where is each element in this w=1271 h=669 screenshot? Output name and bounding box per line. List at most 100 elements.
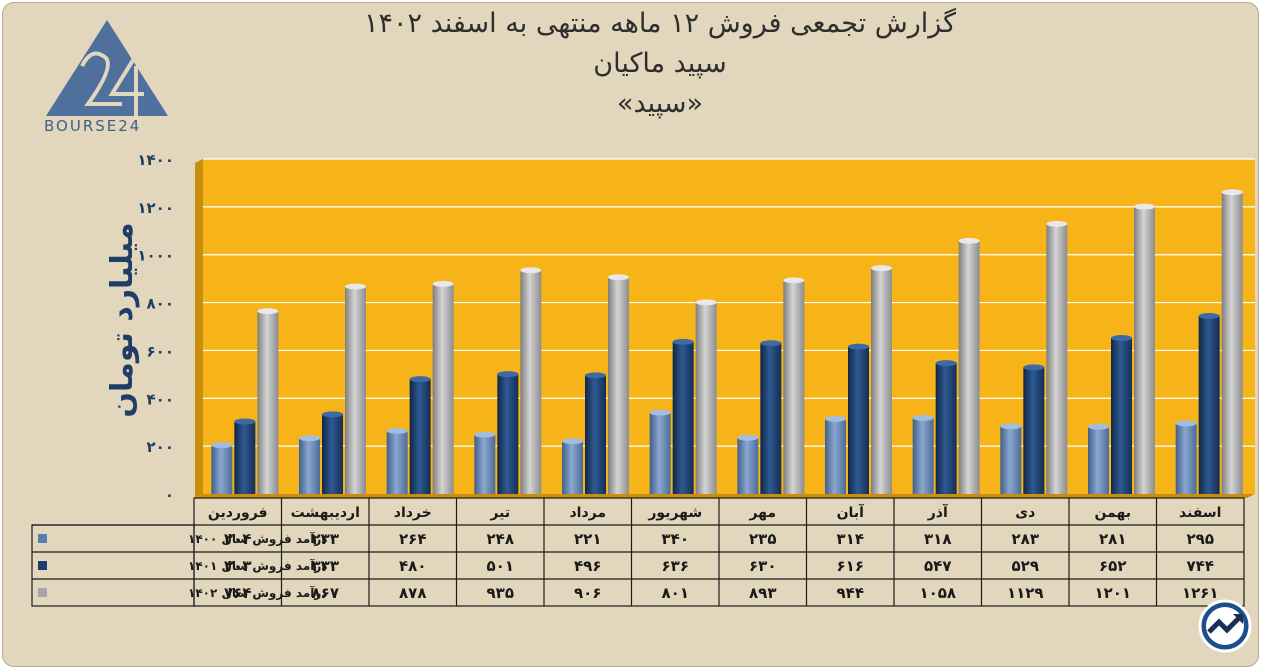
bar-1400-cap bbox=[649, 409, 671, 416]
category-label: بهمن bbox=[1095, 505, 1131, 521]
bar-1402 bbox=[783, 280, 805, 494]
bar-1401 bbox=[1023, 367, 1045, 494]
plot-side-wall bbox=[195, 159, 203, 498]
bar-1400 bbox=[737, 437, 759, 494]
bar-1402-cap bbox=[520, 267, 542, 274]
bar-1401-cap bbox=[409, 376, 431, 383]
data-label: ۵۲۹ bbox=[1012, 557, 1039, 575]
bar-1402 bbox=[257, 311, 279, 494]
data-label: ۴۸۰ bbox=[399, 557, 426, 575]
bourse24-logo-icon bbox=[46, 20, 168, 116]
bar-1400-cap bbox=[211, 442, 233, 449]
legend-column-border bbox=[31, 524, 195, 607]
bar-1401-cap bbox=[234, 418, 256, 425]
bar-1401-cap bbox=[497, 371, 519, 378]
bar-1402-cap bbox=[871, 265, 892, 272]
data-label: ۵۴۷ bbox=[924, 557, 951, 575]
data-label: ۱۱۲۹ bbox=[1007, 584, 1044, 602]
bar-1400-cap bbox=[386, 427, 408, 434]
bar-1400 bbox=[912, 417, 934, 494]
legend-swatch bbox=[38, 534, 47, 543]
bar-1400 bbox=[1088, 426, 1109, 494]
data-label: ۷۶۴ bbox=[224, 584, 251, 602]
data-label: ۱۲۶۱ bbox=[1182, 584, 1219, 602]
category-label: دی bbox=[1015, 505, 1035, 521]
bar-1402 bbox=[1134, 206, 1155, 494]
bar-1402-cap bbox=[1046, 220, 1068, 227]
legend-swatch bbox=[38, 561, 47, 570]
bar-1402-cap bbox=[958, 237, 980, 244]
data-label: ۸۰۱ bbox=[662, 584, 689, 602]
category-label: آبان bbox=[837, 503, 865, 521]
data-label: ۲۳۳ bbox=[312, 530, 339, 548]
data-label: ۳۱۴ bbox=[837, 530, 864, 548]
data-label: ۲۰۴ bbox=[224, 530, 251, 548]
bar-1401 bbox=[1111, 337, 1132, 494]
data-label: ۲۴۸ bbox=[487, 530, 514, 548]
bar-1402 bbox=[608, 277, 629, 494]
category-label: مرداد bbox=[569, 505, 606, 521]
category-label: فروردین bbox=[208, 505, 268, 521]
data-label: ۲۸۳ bbox=[1012, 530, 1039, 548]
data-label: ۳۱۸ bbox=[924, 530, 951, 548]
y-tick-label: ۱۲۰۰ bbox=[137, 199, 174, 217]
bar-1400 bbox=[299, 438, 320, 494]
bar-1402-cap bbox=[783, 277, 805, 284]
bar-1400-cap bbox=[825, 415, 846, 422]
bar-1401 bbox=[322, 414, 343, 494]
bar-1402 bbox=[432, 283, 454, 494]
bar-1402 bbox=[1046, 223, 1068, 494]
data-label: ۶۱۶ bbox=[837, 557, 864, 575]
data-label: ۹۴۴ bbox=[837, 584, 864, 602]
bar-1400-cap bbox=[1175, 420, 1197, 427]
bar-1401 bbox=[497, 374, 519, 494]
data-label: ۱۲۰۱ bbox=[1094, 584, 1131, 602]
bar-1402-cap bbox=[695, 299, 717, 306]
bar-1401-cap bbox=[1198, 312, 1220, 319]
data-label: ۸۶۷ bbox=[312, 584, 339, 602]
bar-1402-cap bbox=[1221, 189, 1243, 196]
data-label: ۲۳۵ bbox=[749, 530, 776, 548]
data-label: ۲۹۵ bbox=[1187, 530, 1214, 548]
category-label: خرداد bbox=[394, 505, 432, 521]
legend-label: درآمد فروش سال ۱۴۰۱ bbox=[188, 558, 327, 574]
bar-1400-cap bbox=[562, 438, 583, 445]
bar-1400-cap bbox=[299, 435, 320, 442]
ticker-symbol: «سپید» bbox=[616, 88, 704, 119]
legend-label: درآمد فروش سال ۱۴۰۲ bbox=[188, 585, 327, 601]
bar-1402 bbox=[958, 240, 980, 494]
bar-1402 bbox=[695, 302, 717, 494]
data-label: ۹۰۶ bbox=[574, 584, 601, 602]
bar-1401 bbox=[409, 379, 431, 494]
bar-1402-cap bbox=[432, 280, 454, 287]
bar-1400 bbox=[1175, 423, 1197, 494]
y-tick-label: ۸۰۰ bbox=[147, 295, 174, 313]
bar-1401 bbox=[935, 363, 957, 494]
bar-1401 bbox=[585, 375, 606, 494]
data-label: ۱۰۵۸ bbox=[919, 584, 956, 602]
plot-floor bbox=[195, 494, 1255, 498]
bar-1401-cap bbox=[1111, 334, 1132, 341]
y-tick-label: ۲۰۰ bbox=[147, 438, 174, 456]
bar-1400-cap bbox=[1088, 423, 1109, 430]
data-label: ۶۳۶ bbox=[662, 557, 689, 575]
bar-1402-cap bbox=[1134, 203, 1155, 210]
plot-area bbox=[203, 159, 1255, 494]
data-label: ۶۵۲ bbox=[1099, 557, 1126, 575]
bar-1400-cap bbox=[474, 431, 496, 438]
chart-title: گزارش تجمعی فروش ۱۲ ماهه منتهی به اسفند … bbox=[363, 8, 957, 39]
data-label: ۶۳۰ bbox=[749, 557, 776, 575]
bar-1400 bbox=[1000, 426, 1022, 494]
bar-1402-cap bbox=[345, 283, 366, 290]
data-label: ۳۰۳ bbox=[224, 557, 251, 575]
trend-arrow-icon bbox=[1198, 599, 1252, 653]
category-label: شهریور bbox=[647, 505, 702, 521]
data-label: ۸۷۸ bbox=[399, 584, 426, 602]
bar-1401-cap bbox=[672, 338, 694, 345]
bar-1401-cap bbox=[935, 360, 957, 367]
data-label: ۹۳۵ bbox=[487, 584, 514, 602]
bar-1402-cap bbox=[257, 308, 279, 315]
bar-1402 bbox=[871, 268, 892, 494]
data-label: ۳۴۰ bbox=[662, 530, 689, 548]
